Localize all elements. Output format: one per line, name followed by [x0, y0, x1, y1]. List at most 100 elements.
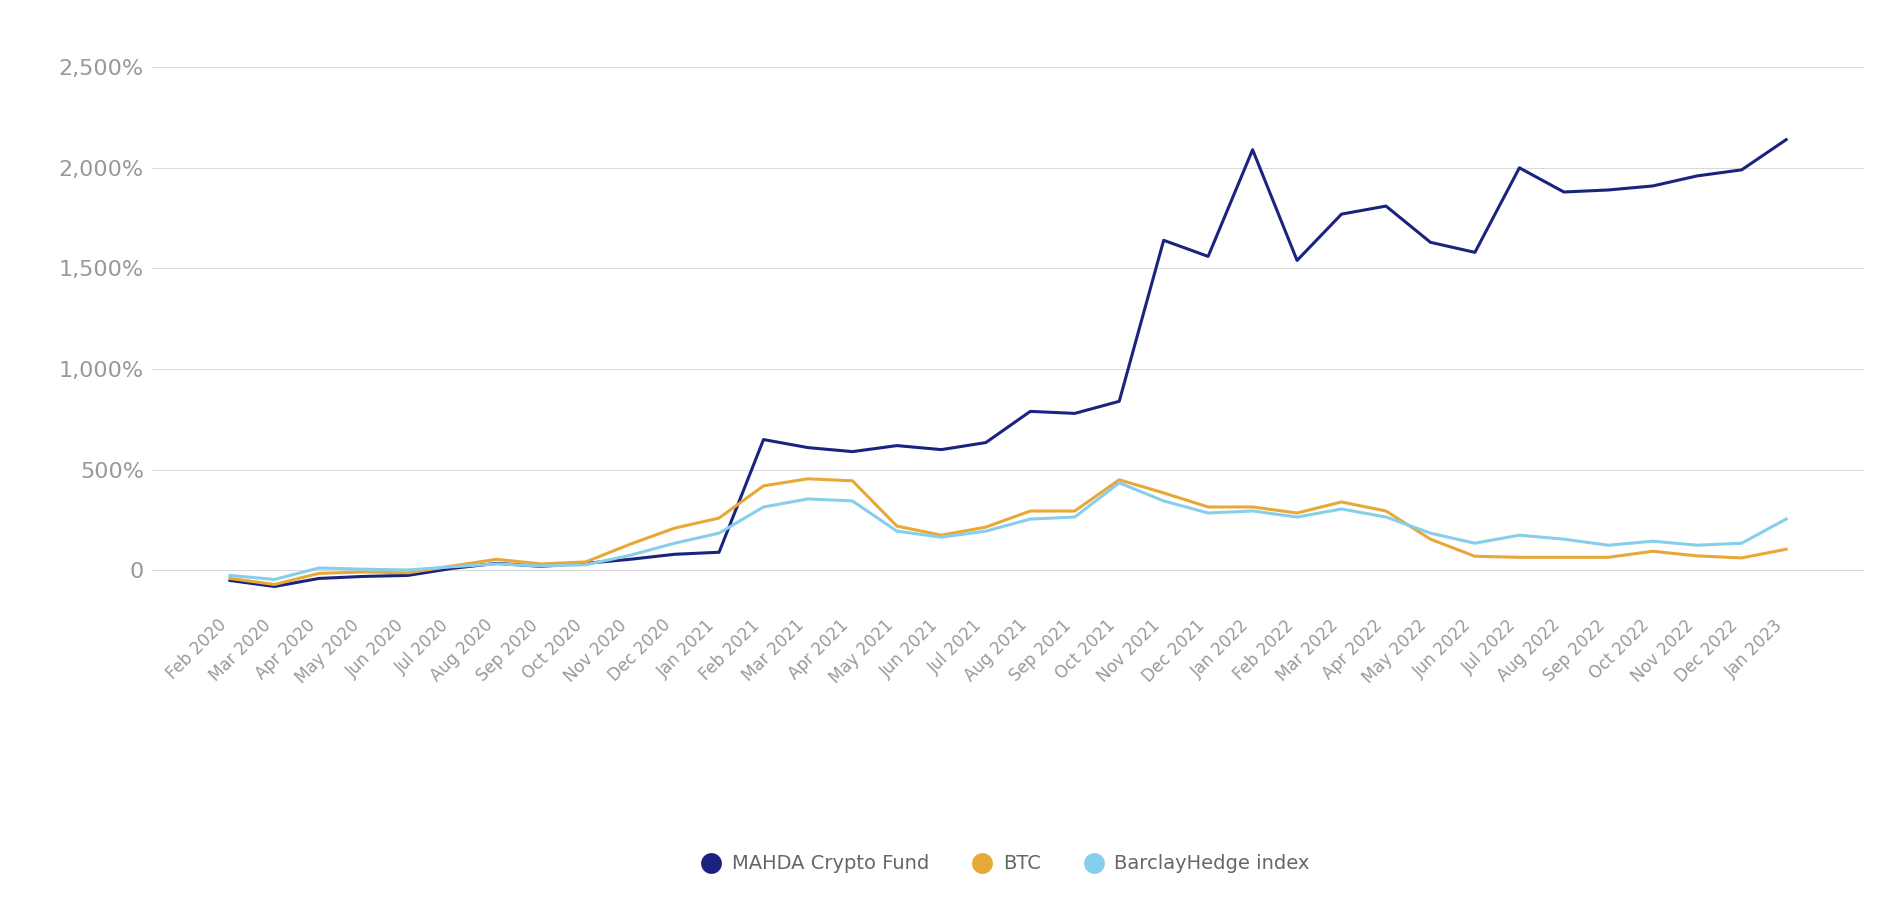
BarclayHedge index [1107, 478, 1130, 489]
BarclayHedge index [1508, 530, 1531, 541]
BTC [1019, 506, 1042, 516]
MAHDA Crypto Fund [1375, 200, 1398, 211]
Line: BTC: BTC [230, 479, 1786, 585]
MAHDA Crypto Fund [219, 575, 242, 585]
MAHDA Crypto Fund [352, 571, 375, 582]
MAHDA Crypto Fund [396, 570, 418, 581]
BarclayHedge index [708, 528, 730, 539]
BarclayHedge index [441, 561, 464, 572]
Line: MAHDA Crypto Fund: MAHDA Crypto Fund [230, 140, 1786, 586]
BTC [1775, 544, 1797, 555]
BTC [1641, 546, 1664, 557]
BTC [531, 559, 553, 569]
MAHDA Crypto Fund [485, 558, 508, 568]
MAHDA Crypto Fund [1153, 235, 1175, 246]
BTC [751, 480, 774, 491]
MAHDA Crypto Fund [1731, 164, 1754, 175]
BTC [1463, 550, 1485, 561]
MAHDA Crypto Fund [1641, 180, 1664, 191]
BTC [1063, 506, 1086, 516]
MAHDA Crypto Fund [308, 573, 331, 584]
Line: BarclayHedge index: BarclayHedge index [230, 483, 1786, 579]
BarclayHedge index [1685, 540, 1708, 550]
BTC [308, 568, 331, 579]
BarclayHedge index [1242, 506, 1265, 516]
BarclayHedge index [1775, 514, 1797, 524]
MAHDA Crypto Fund [574, 558, 597, 568]
BarclayHedge index [886, 525, 909, 536]
MAHDA Crypto Fund [262, 581, 285, 592]
MAHDA Crypto Fund [531, 561, 553, 572]
MAHDA Crypto Fund [930, 445, 953, 455]
MAHDA Crypto Fund [1063, 408, 1086, 418]
BarclayHedge index [352, 564, 375, 575]
BarclayHedge index [396, 565, 418, 576]
MAHDA Crypto Fund [1419, 237, 1442, 248]
BTC [797, 473, 820, 484]
BTC [1598, 552, 1621, 563]
MAHDA Crypto Fund [1598, 185, 1621, 196]
BarclayHedge index [930, 532, 953, 542]
MAHDA Crypto Fund [1775, 135, 1797, 145]
MAHDA Crypto Fund [1019, 406, 1042, 417]
MAHDA Crypto Fund [797, 442, 820, 453]
BarclayHedge index [751, 502, 774, 513]
BarclayHedge index [1375, 512, 1398, 523]
MAHDA Crypto Fund [664, 549, 687, 559]
BTC [664, 523, 687, 533]
MAHDA Crypto Fund [1286, 255, 1309, 266]
BTC [1153, 488, 1175, 498]
BTC [1242, 502, 1265, 513]
BTC [1508, 552, 1531, 563]
BarclayHedge index [262, 574, 285, 585]
BTC [1731, 552, 1754, 563]
BTC [930, 530, 953, 541]
BarclayHedge index [1641, 536, 1664, 547]
BTC [396, 568, 418, 578]
MAHDA Crypto Fund [618, 554, 641, 565]
MAHDA Crypto Fund [708, 547, 730, 558]
MAHDA Crypto Fund [751, 434, 774, 445]
BarclayHedge index [1063, 512, 1086, 523]
MAHDA Crypto Fund [441, 563, 464, 574]
BTC [352, 567, 375, 577]
BTC [441, 560, 464, 571]
MAHDA Crypto Fund [1508, 163, 1531, 173]
MAHDA Crypto Fund [1329, 208, 1352, 219]
BarclayHedge index [308, 562, 331, 573]
BTC [618, 539, 641, 550]
MAHDA Crypto Fund [1552, 187, 1575, 198]
BTC [1375, 506, 1398, 516]
BTC [1552, 552, 1575, 563]
MAHDA Crypto Fund [1463, 247, 1485, 258]
BarclayHedge index [1286, 512, 1309, 523]
BTC [219, 573, 242, 584]
MAHDA Crypto Fund [974, 437, 997, 448]
BTC [1329, 497, 1352, 507]
BarclayHedge index [219, 570, 242, 581]
BarclayHedge index [1552, 533, 1575, 544]
BarclayHedge index [797, 494, 820, 505]
BarclayHedge index [1463, 538, 1485, 549]
BTC [1196, 502, 1219, 513]
BTC [574, 557, 597, 568]
BarclayHedge index [1598, 540, 1621, 550]
BarclayHedge index [1329, 504, 1352, 515]
BarclayHedge index [574, 559, 597, 570]
BarclayHedge index [664, 538, 687, 549]
Legend: MAHDA Crypto Fund, BTC, BarclayHedge index: MAHDA Crypto Fund, BTC, BarclayHedge ind… [698, 847, 1318, 881]
BTC [262, 579, 285, 590]
BarclayHedge index [1019, 514, 1042, 524]
BarclayHedge index [1731, 538, 1754, 549]
MAHDA Crypto Fund [886, 440, 909, 451]
MAHDA Crypto Fund [1242, 145, 1265, 155]
BarclayHedge index [974, 525, 997, 536]
MAHDA Crypto Fund [1685, 171, 1708, 181]
BTC [1685, 550, 1708, 561]
BTC [1419, 533, 1442, 544]
BTC [1286, 507, 1309, 518]
BTC [974, 522, 997, 533]
MAHDA Crypto Fund [1107, 396, 1130, 407]
BarclayHedge index [1419, 528, 1442, 539]
BTC [841, 475, 864, 486]
